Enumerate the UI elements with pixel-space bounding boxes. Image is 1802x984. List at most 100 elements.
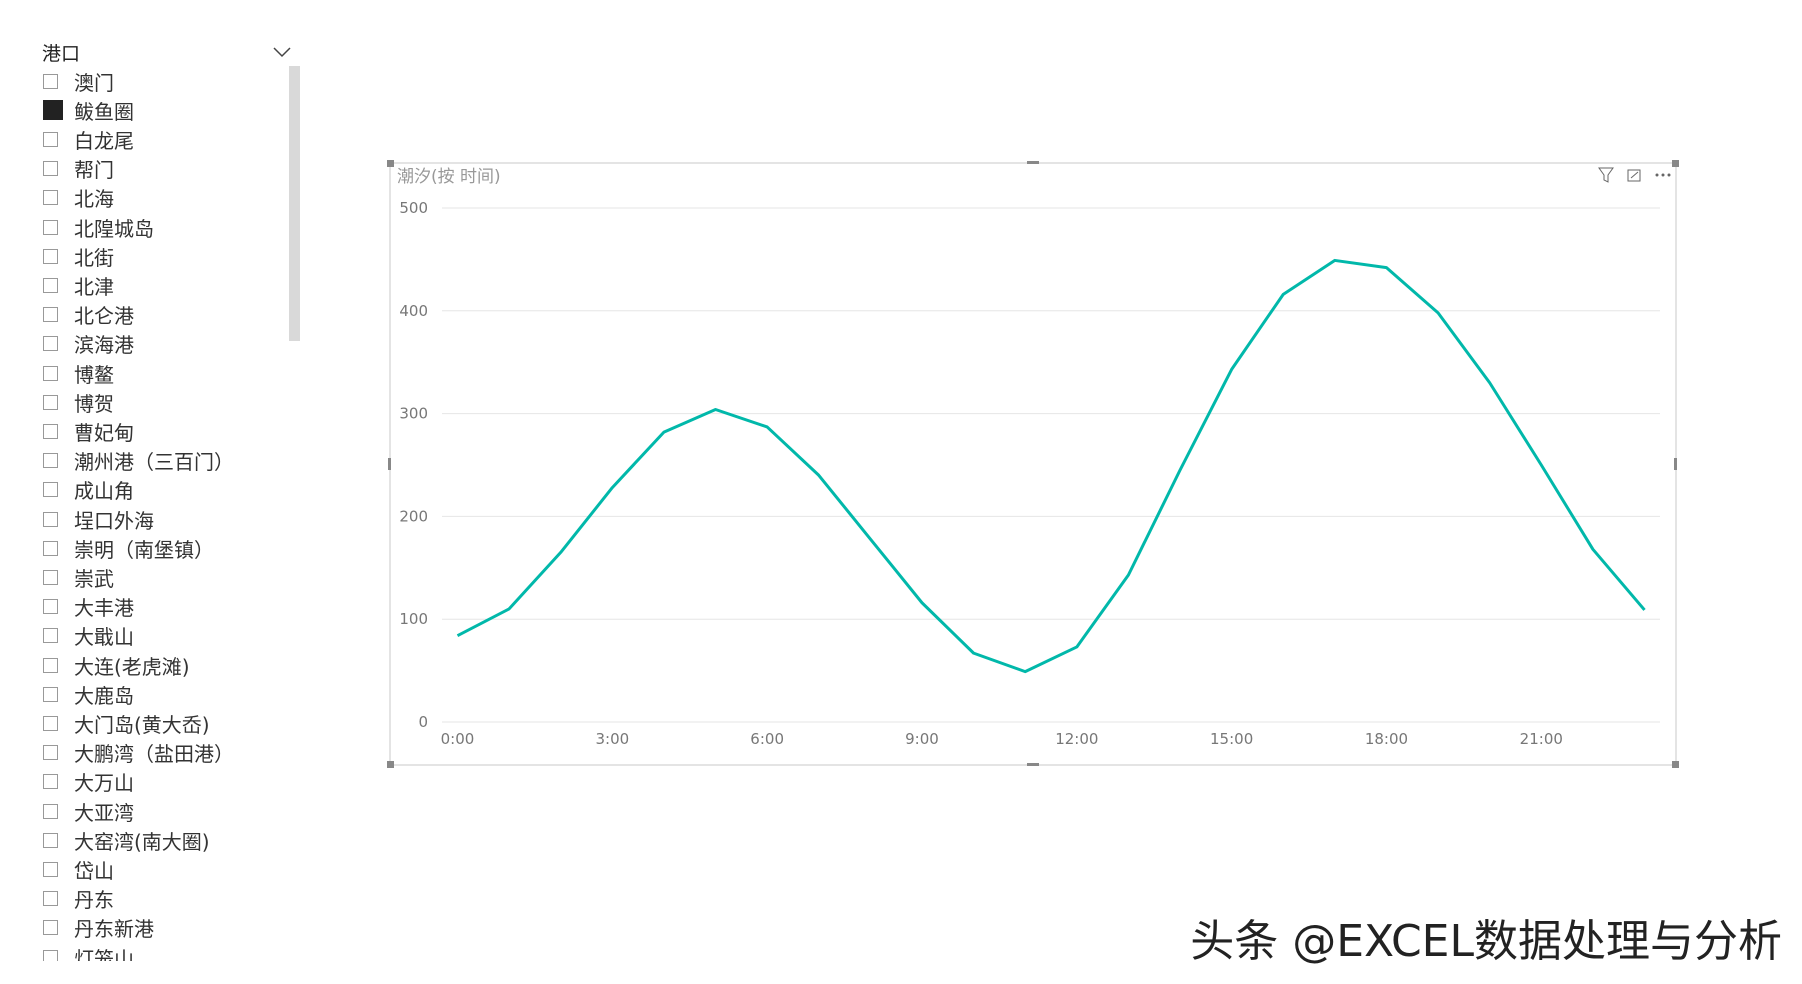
watermark: 头条 @EXCEL数据处理与分析	[1190, 916, 1782, 967]
slicer-item[interactable]: 鲅鱼圈	[43, 98, 134, 124]
checkbox[interactable]	[43, 657, 58, 673]
slicer-item[interactable]: 北街	[43, 244, 114, 270]
checkbox[interactable]	[43, 920, 58, 936]
x-tick-label: 9:00	[905, 730, 939, 748]
checkbox[interactable]	[43, 161, 58, 177]
item-label: 大戢山	[74, 625, 134, 650]
checkbox[interactable]	[43, 745, 58, 761]
checkbox[interactable]	[43, 891, 58, 907]
slicer-item[interactable]: 灯笼山	[43, 945, 134, 961]
slicer-item[interactable]: 埕口外海	[43, 507, 154, 533]
slicer-item[interactable]: 博鳌	[43, 361, 114, 387]
slicer-item[interactable]: 大戢山	[43, 624, 134, 650]
item-label: 大门岛(黄大岙)	[74, 712, 210, 737]
slicer-item[interactable]: 成山角	[43, 478, 134, 503]
y-tick-label: 400	[399, 302, 428, 320]
slicer-item[interactable]: 丹东新港	[43, 916, 154, 941]
x-tick-label: 21:00	[1520, 730, 1563, 748]
checkbox[interactable]	[43, 336, 58, 352]
y-tick-label: 0	[418, 713, 428, 731]
item-label: 岱山	[74, 858, 114, 883]
item-label: 大鹏湾（盐田港）	[74, 742, 234, 767]
x-tick-label: 3:00	[595, 730, 629, 748]
slicer-item[interactable]: 澳门	[43, 69, 114, 95]
checkbox[interactable]	[43, 219, 58, 235]
item-label: 北津	[74, 274, 114, 299]
checkbox[interactable]	[43, 190, 58, 206]
checkbox[interactable]	[43, 73, 58, 89]
item-label: 埕口外海	[74, 508, 154, 533]
slicer-item[interactable]: 帮门	[43, 157, 114, 183]
slicer-item[interactable]: 大丰港	[43, 595, 134, 621]
slicer-item[interactable]: 博贺	[43, 390, 114, 416]
slicer-item[interactable]: 大门岛(黄大岙)	[43, 711, 210, 737]
item-label: 崇武	[74, 566, 114, 591]
slicer-item[interactable]: 潮州港（三百门）	[43, 449, 234, 474]
x-tick-label: 12:00	[1055, 730, 1098, 748]
checkbox[interactable]	[43, 131, 58, 147]
slicer-item[interactable]: 大窑湾(南大圈)	[43, 828, 210, 854]
checkbox[interactable]	[43, 482, 58, 498]
slicer-item[interactable]: 岱山	[43, 857, 114, 883]
checkbox[interactable]	[43, 365, 58, 381]
checkbox[interactable]	[43, 277, 58, 293]
x-tick-label: 6:00	[750, 730, 784, 748]
checkbox[interactable]	[43, 599, 58, 615]
y-tick-label: 100	[399, 610, 428, 628]
slicer-title: 港口	[42, 43, 81, 65]
checkbox[interactable]	[43, 949, 58, 961]
slicer-item[interactable]: 崇明（南堡镇）	[43, 536, 214, 562]
slicer-item[interactable]: 曹妃甸	[43, 419, 134, 445]
checkbox[interactable]	[43, 715, 58, 731]
slicer-item[interactable]: 滨海港	[43, 332, 134, 357]
slicer-item[interactable]: 大连(老虎滩)	[43, 653, 190, 679]
slicer-item[interactable]: 北海	[43, 186, 114, 212]
item-label: 大鹿岛	[74, 683, 134, 708]
checkbox[interactable]	[43, 832, 58, 848]
checkbox[interactable]	[43, 569, 58, 585]
slicer-item[interactable]: 北津	[43, 273, 114, 299]
checkbox[interactable]	[43, 453, 58, 469]
slicer-item[interactable]: 丹东	[43, 887, 114, 913]
item-label: 帮门	[74, 158, 114, 183]
item-label: 丹东	[74, 888, 114, 913]
checkbox[interactable]	[43, 100, 63, 121]
slicer-item[interactable]: 大鹏湾（盐田港）	[43, 741, 234, 767]
item-label: 大窑湾(南大圈)	[74, 829, 210, 854]
checkbox[interactable]	[43, 248, 58, 264]
item-label: 灯笼山	[74, 946, 134, 962]
checkbox[interactable]	[43, 511, 58, 527]
checkbox[interactable]	[43, 540, 58, 556]
x-tick-label: 0:00	[441, 730, 475, 748]
slicer-item[interactable]: 大亚湾	[43, 799, 134, 825]
item-label: 大连(老虎滩)	[74, 654, 190, 679]
item-label: 博贺	[74, 391, 114, 416]
checkbox[interactable]	[43, 774, 58, 790]
slicer-item[interactable]: 白龙尾	[43, 127, 134, 153]
checkbox[interactable]	[43, 686, 58, 702]
checkbox[interactable]	[43, 307, 58, 323]
item-label: 北海	[74, 187, 114, 212]
slicer-item[interactable]: 大鹿岛	[43, 682, 134, 708]
visual-header-icons[interactable]	[1598, 167, 1671, 183]
checkbox[interactable]	[43, 628, 58, 644]
slicer-item[interactable]: 大万山	[43, 770, 134, 796]
checkbox[interactable]	[43, 861, 58, 877]
item-label: 大亚湾	[74, 800, 134, 825]
chart-frame	[389, 162, 1677, 766]
slicer-item[interactable]: 北仑港	[43, 303, 134, 328]
item-label: 大万山	[74, 771, 134, 796]
checkbox[interactable]	[43, 394, 58, 410]
dropdown-icon[interactable]	[272, 45, 292, 59]
item-label: 北隍城岛	[74, 216, 154, 241]
scrollbar[interactable]	[289, 66, 300, 341]
y-tick-label: 300	[399, 405, 428, 423]
checkbox[interactable]	[43, 423, 58, 439]
checkbox[interactable]	[43, 803, 58, 819]
item-label: 北街	[74, 245, 114, 270]
slicer-item[interactable]: 崇武	[43, 565, 114, 591]
chart-title: 潮汐(按 时间)	[397, 167, 501, 187]
slicer-item[interactable]: 北隍城岛	[43, 215, 154, 241]
item-label: 大丰港	[74, 596, 134, 621]
slicer: 港口 澳门鲅鱼圈白龙尾帮门北海北隍城岛北街北津北仑港滨海港博鳌博贺曹妃甸潮州港（…	[0, 0, 310, 961]
